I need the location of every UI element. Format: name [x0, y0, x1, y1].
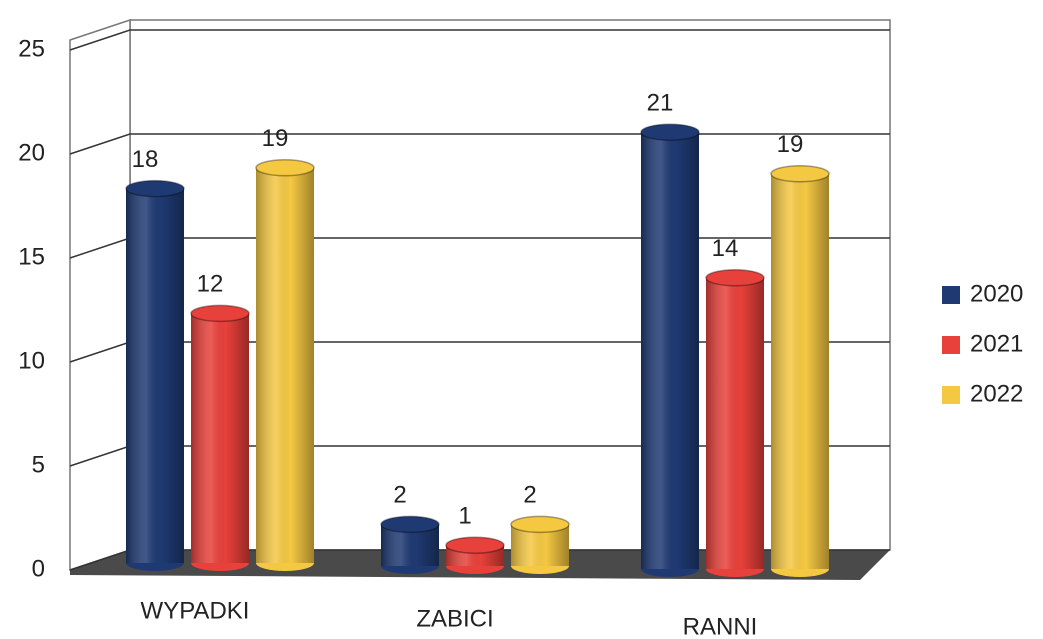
- legend-swatch: [942, 286, 960, 304]
- data-label: 19: [262, 125, 289, 152]
- y-tick-label: 0: [32, 555, 45, 582]
- data-label: 21: [647, 90, 674, 117]
- y-tick-label: 15: [18, 243, 45, 270]
- bar-shade: [191, 313, 249, 563]
- bar: [445, 536, 505, 574]
- data-label: 1: [458, 503, 471, 530]
- x-tick-label: RANNI: [683, 613, 758, 639]
- bar: [255, 159, 315, 571]
- data-label: 18: [132, 146, 159, 173]
- bar-top: [640, 123, 700, 141]
- legend-swatch: [942, 386, 960, 404]
- bar: [770, 165, 830, 577]
- bar-top: [445, 536, 505, 554]
- bar: [190, 304, 250, 571]
- bar-shade: [256, 167, 314, 564]
- legend-label: 2021: [970, 330, 1023, 357]
- grid-line: [69, 29, 890, 51]
- bar-top: [255, 159, 315, 177]
- bar: [510, 515, 570, 574]
- bar-top: [190, 304, 250, 323]
- bar-shade: [771, 173, 829, 570]
- bar: [125, 179, 185, 571]
- data-label: 2: [523, 482, 536, 509]
- bar-top: [510, 515, 570, 534]
- data-label: 2: [393, 482, 406, 509]
- bar-top: [380, 515, 440, 534]
- y-tick-label: 25: [18, 35, 45, 62]
- bar-shade: [126, 188, 184, 563]
- bar: [705, 269, 765, 577]
- bar: [640, 123, 700, 577]
- y-tick-label: 20: [18, 139, 45, 166]
- side-wall: [69, 18, 131, 572]
- y-tick-label: 5: [32, 451, 45, 478]
- bar-top: [705, 269, 765, 287]
- grid-line: [69, 133, 890, 155]
- data-label: 14: [712, 235, 739, 262]
- x-tick-label: ZABICI: [416, 605, 493, 632]
- bar-top: [125, 179, 185, 198]
- legend-swatch: [942, 336, 960, 354]
- bar-top: [770, 165, 830, 183]
- legend-label: 2022: [970, 380, 1023, 407]
- data-label: 12: [197, 271, 224, 298]
- bar-shade: [706, 277, 764, 569]
- bar: [380, 515, 440, 574]
- legend-label: 2020: [970, 280, 1023, 307]
- bar-shade: [641, 132, 699, 569]
- x-tick-label: WYPADKI: [141, 597, 250, 624]
- y-tick-label: 10: [18, 347, 45, 374]
- data-label: 19: [777, 131, 804, 158]
